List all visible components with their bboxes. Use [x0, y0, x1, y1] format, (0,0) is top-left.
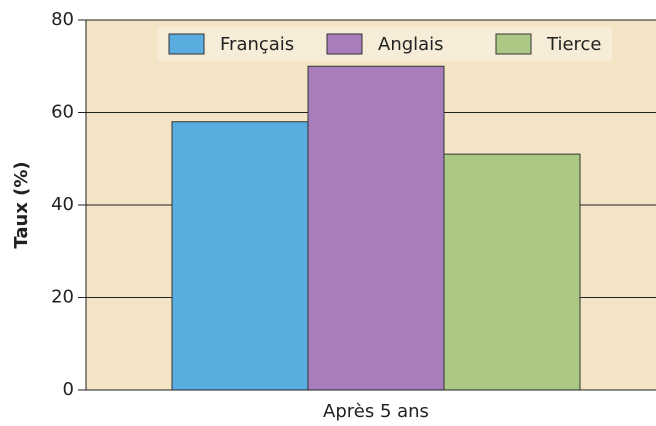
- legend-label: Anglais: [378, 34, 444, 55]
- y-tick-label: 40: [51, 194, 74, 215]
- bar: [171, 121, 309, 391]
- legend-label: Tierce: [546, 34, 602, 55]
- y-tick-label: 0: [63, 379, 74, 400]
- y-tick-label: 60: [51, 102, 74, 123]
- bar: [443, 153, 581, 391]
- legend-label: Français: [220, 34, 294, 55]
- legend-swatch: [495, 33, 532, 55]
- y-axis-label: Taux (%): [11, 161, 32, 248]
- legend-swatch: [326, 33, 363, 55]
- x-tick-label: Après 5 ans: [323, 401, 429, 422]
- legend-box: [158, 27, 612, 61]
- y-tick-label: 20: [51, 287, 74, 308]
- legend-swatch: [168, 33, 205, 55]
- y-tick-label: 80: [51, 9, 74, 30]
- bar: [307, 65, 445, 391]
